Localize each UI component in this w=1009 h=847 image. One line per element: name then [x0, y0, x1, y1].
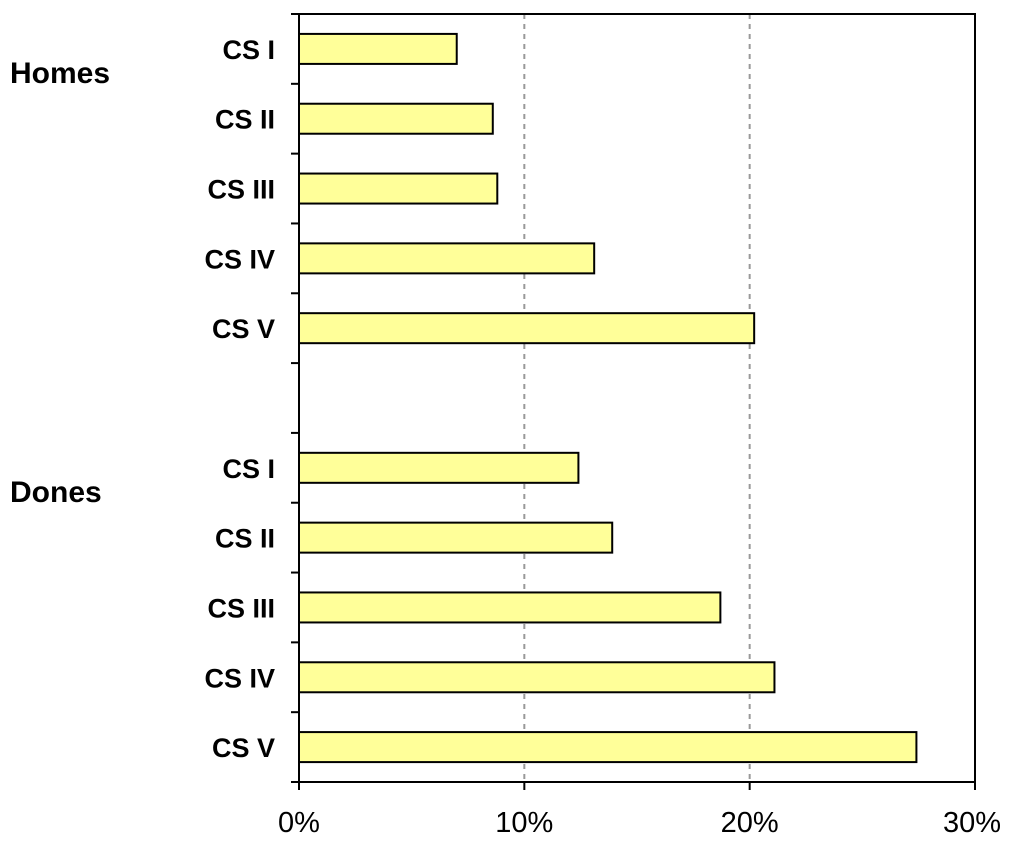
- category-label: CS I: [222, 35, 275, 65]
- category-label: CS III: [207, 593, 275, 623]
- bar: [298, 661, 776, 694]
- category-label: CS IV: [204, 244, 275, 274]
- x-tick-label: 30%: [943, 807, 1001, 839]
- category-label: CS IV: [204, 663, 275, 693]
- x-tick-label: 10%: [495, 807, 553, 839]
- bar: [298, 102, 494, 135]
- bar: [298, 242, 596, 275]
- labels: CS I Homes CS II CS III CS IV CS V CS I Dones CS…: [10, 35, 1001, 839]
- bar: [298, 521, 614, 554]
- x-tick-label: 0%: [278, 807, 320, 839]
- category-label: CS I: [222, 454, 275, 484]
- bar: [298, 172, 499, 205]
- group-label: Homes: [10, 57, 110, 90]
- bar: [298, 32, 458, 65]
- bar: [298, 451, 580, 484]
- category-label: CS V: [212, 733, 275, 763]
- bar: [298, 591, 722, 624]
- category-label: CS V: [212, 314, 275, 344]
- category-label: CS II: [215, 524, 275, 554]
- bars: [298, 32, 918, 764]
- plot-frame: [298, 13, 976, 783]
- x-tick-label: 20%: [721, 807, 779, 839]
- category-label: CS III: [207, 175, 275, 205]
- axes: [291, 13, 976, 790]
- bar: [298, 312, 756, 345]
- bar: [298, 731, 918, 764]
- category-label: CS II: [215, 105, 275, 135]
- gridlines: [523, 14, 751, 782]
- group-label: Dones: [10, 476, 102, 509]
